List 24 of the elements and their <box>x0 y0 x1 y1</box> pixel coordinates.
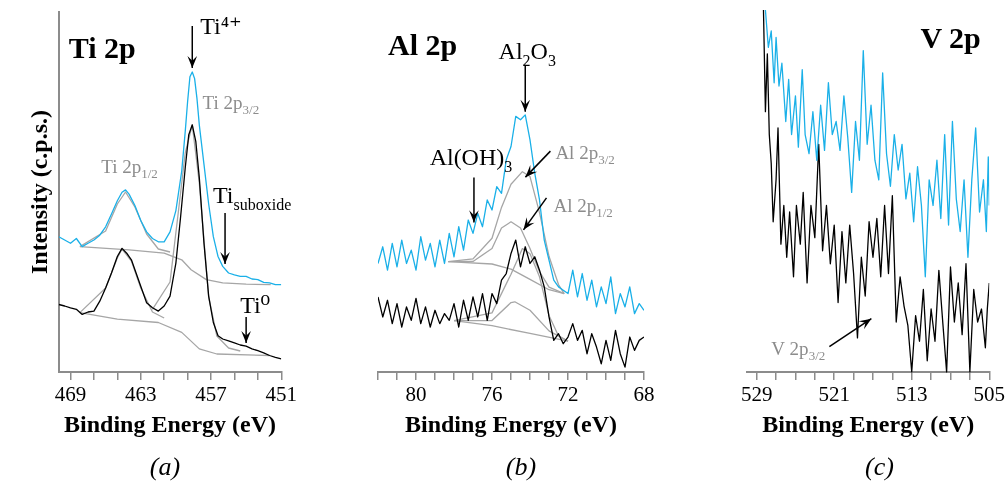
x-tick-label: 457 <box>195 382 227 407</box>
chart-title: Al 2p <box>388 28 458 61</box>
text: (a) <box>148 452 182 482</box>
chart-title: Ti 2p <box>68 31 136 64</box>
chart-title: V 2p <box>920 21 981 54</box>
x-tick-label: 68 <box>633 382 655 407</box>
x-tick-label: 76 <box>481 382 503 407</box>
x-tick-label: 80 <box>405 382 427 407</box>
annotation: Ti⁴⁺ <box>200 13 242 39</box>
y-axis-title: Intensity (c.p.s.) <box>25 109 52 275</box>
x-tick-label: 469 <box>54 382 87 407</box>
text: (c) <box>864 452 895 482</box>
x-tick-label: 529 <box>740 382 773 407</box>
x-tick-label: 505 <box>973 382 1005 407</box>
x-axis-title: Binding Energy (eV) <box>762 410 975 437</box>
x-tick-label: 451 <box>265 382 297 407</box>
annotation: Ti⁰ <box>240 292 271 318</box>
text: (b) <box>504 452 538 482</box>
x-tick-label: 463 <box>125 382 157 407</box>
x-tick-label: 521 <box>818 382 850 407</box>
x-tick-label: 72 <box>557 382 579 407</box>
x-tick-label: 513 <box>895 382 928 407</box>
x-axis-title: Binding Energy (eV) <box>64 410 277 437</box>
x-axis-title: Binding Energy (eV) <box>404 410 618 437</box>
